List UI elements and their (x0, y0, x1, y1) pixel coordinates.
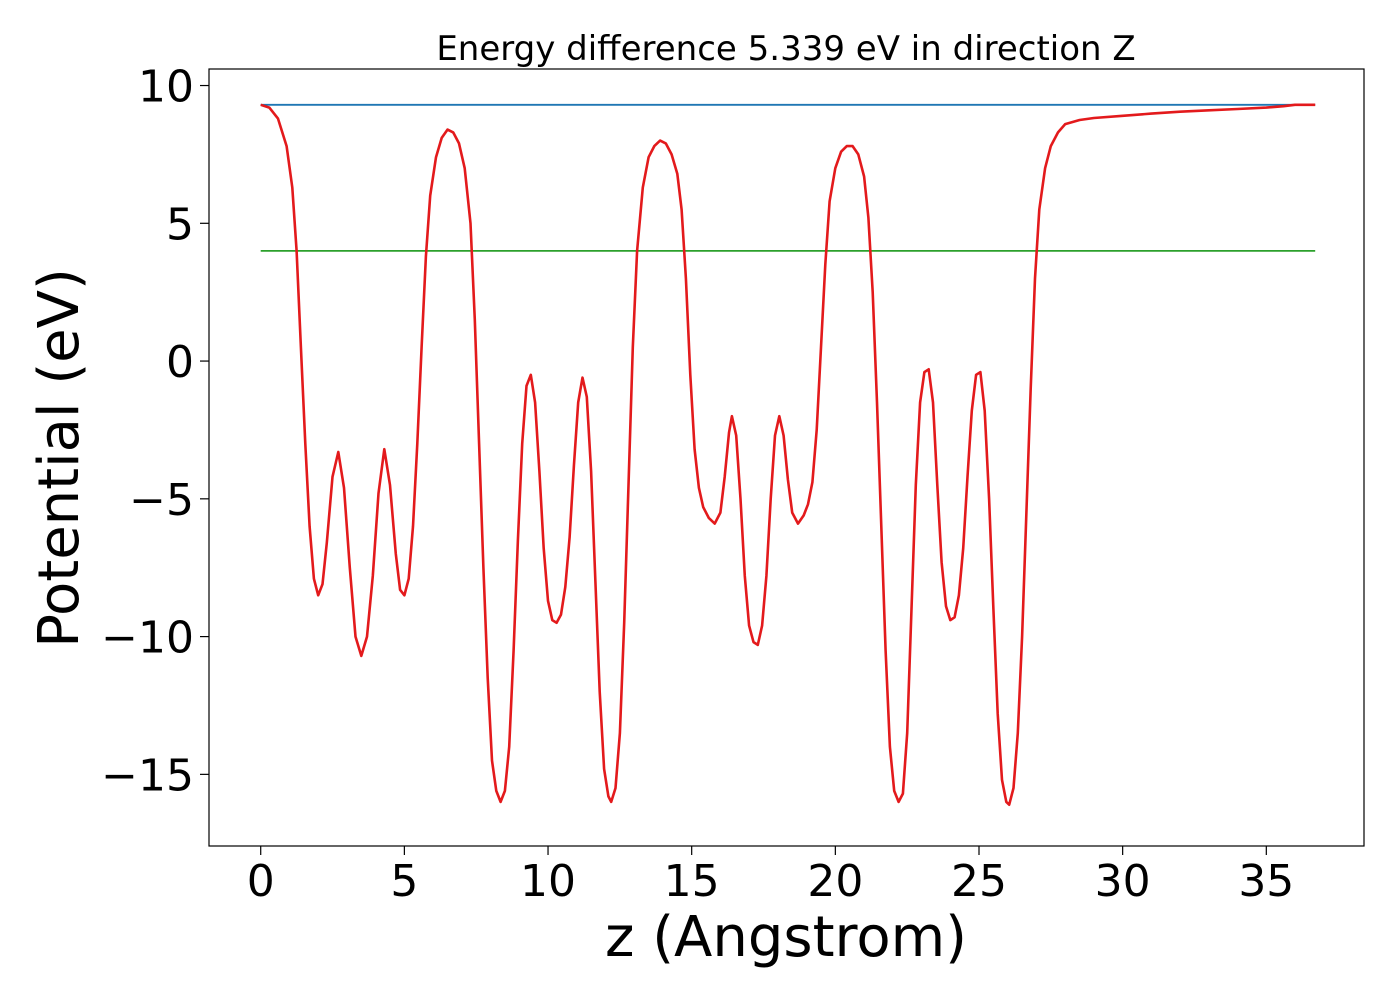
x-axis-label: z (Angstrom) (605, 905, 967, 970)
y-tick-label: −10 (101, 613, 194, 664)
chart-title: Energy difference 5.339 eV in direction … (436, 29, 1135, 69)
y-tick-label: −5 (129, 475, 194, 526)
y-axis-ticks: 10 5 0 −5 −10 −15 (101, 62, 209, 801)
x-tick-label: 20 (807, 856, 863, 907)
x-tick-label: 10 (520, 856, 576, 907)
plot-area (260, 103, 1316, 807)
series-line-potential (260, 103, 1316, 807)
x-tick-label: 15 (664, 856, 720, 907)
y-axis-label: Potential (eV) (27, 268, 92, 648)
x-axis-ticks: 0 5 10 15 20 25 30 35 (247, 846, 1294, 907)
y-tick-label: −15 (101, 750, 194, 801)
y-tick-label: 5 (166, 199, 194, 250)
x-tick-label: 25 (951, 856, 1007, 907)
x-tick-label: 0 (247, 856, 275, 907)
y-tick-label: 0 (166, 337, 194, 388)
y-tick-label: 10 (138, 62, 194, 113)
x-tick-label: 35 (1238, 856, 1294, 907)
axes-frame (208, 68, 1365, 847)
x-tick-label: 30 (1095, 856, 1151, 907)
x-tick-label: 5 (390, 856, 418, 907)
